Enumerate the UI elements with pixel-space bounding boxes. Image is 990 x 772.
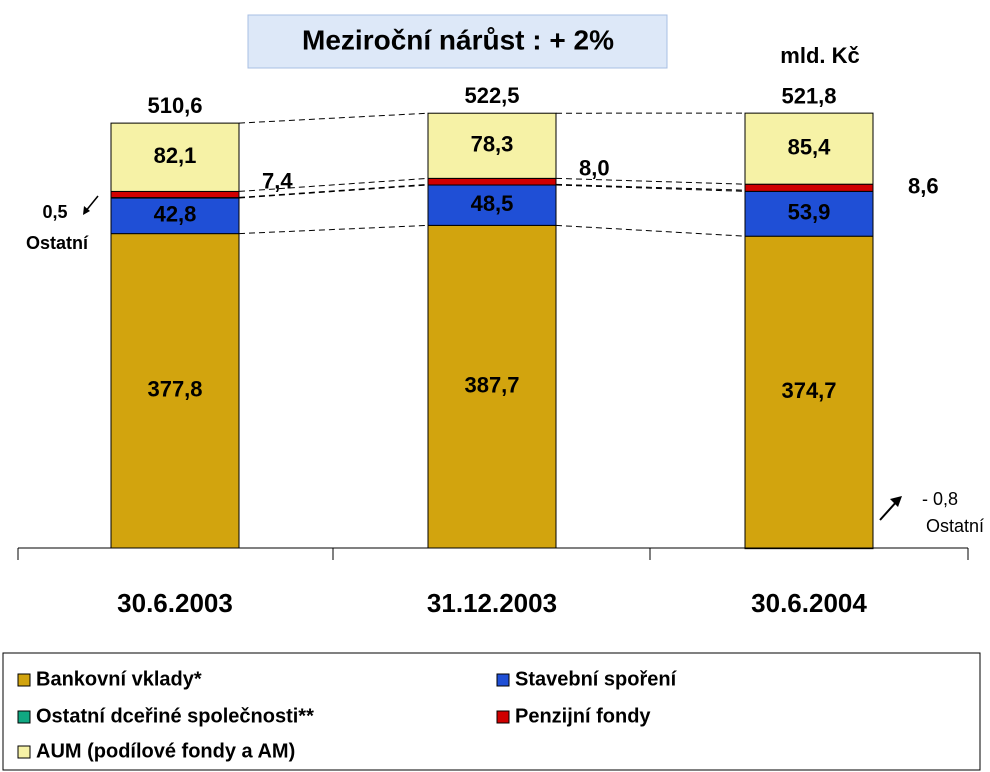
value-label: 377,8: [147, 377, 202, 402]
legend-box: [2, 652, 981, 771]
connector: [238, 177, 429, 192]
bar-segment: [110, 190, 240, 199]
bar-segment: [744, 183, 874, 192]
value-label: - 0,8: [922, 489, 958, 509]
legend-swatch: [17, 745, 31, 759]
connector: [238, 224, 429, 235]
bar-segment: [744, 190, 874, 237]
x-tick-label: 30.6.2004: [751, 588, 867, 618]
connector: [555, 184, 746, 192]
legend-label: Bankovní vklady*: [36, 668, 202, 690]
legend-swatch: [496, 710, 510, 724]
connector: [555, 177, 746, 185]
connector: [555, 224, 746, 237]
arrow-head: [890, 496, 902, 507]
legend-label: Stavební spoření: [515, 668, 678, 690]
bar-segment: [427, 177, 557, 186]
value-label: 374,7: [781, 378, 836, 403]
value-label: 42,8: [154, 202, 197, 227]
annotation: Ostatní: [26, 233, 89, 253]
legend-label: Penzijní fondy: [515, 705, 651, 727]
value-label: 387,7: [464, 373, 519, 398]
connector: [238, 183, 429, 198]
value-label: 48,5: [471, 191, 514, 216]
bar-segment: [110, 122, 240, 192]
value-label: 7,4: [262, 168, 293, 193]
bar-segment: [744, 235, 874, 549]
annotation: Ostatní: [926, 516, 984, 536]
bar-segment: [110, 197, 240, 235]
value-label: 8,6: [908, 174, 939, 199]
bar-segment: [427, 224, 557, 549]
unit-label: mld. Kč: [780, 43, 859, 68]
value-label: 53,9: [788, 200, 831, 225]
total-label: 522,5: [464, 83, 519, 108]
connector: [555, 183, 746, 191]
value-label: 0,5: [42, 202, 67, 222]
bar-segment: [744, 112, 874, 185]
total-label: 510,6: [147, 93, 202, 118]
chart-title: Meziroční nárůst : + 2%: [302, 24, 614, 55]
legend-label: Ostatní dceřiné společnosti**: [36, 705, 314, 727]
connector: [238, 112, 429, 124]
bar-segment: [427, 112, 557, 179]
total-label: 521,8: [781, 84, 836, 109]
title-box: [247, 14, 668, 69]
legend-swatch: [17, 710, 31, 724]
legend-swatch: [496, 673, 510, 687]
x-tick-label: 30.6.2003: [117, 588, 233, 618]
arrow-head: [83, 206, 90, 215]
connector: [238, 184, 429, 199]
value-label: 78,3: [471, 132, 514, 157]
value-label: 82,1: [154, 143, 197, 168]
value-label: 8,0: [579, 156, 610, 181]
value-label: 85,4: [788, 134, 832, 159]
x-tick-label: 31.12.2003: [427, 588, 557, 618]
legend-swatch: [17, 673, 31, 687]
legend-label: AUM (podílové fondy a AM): [36, 740, 295, 762]
